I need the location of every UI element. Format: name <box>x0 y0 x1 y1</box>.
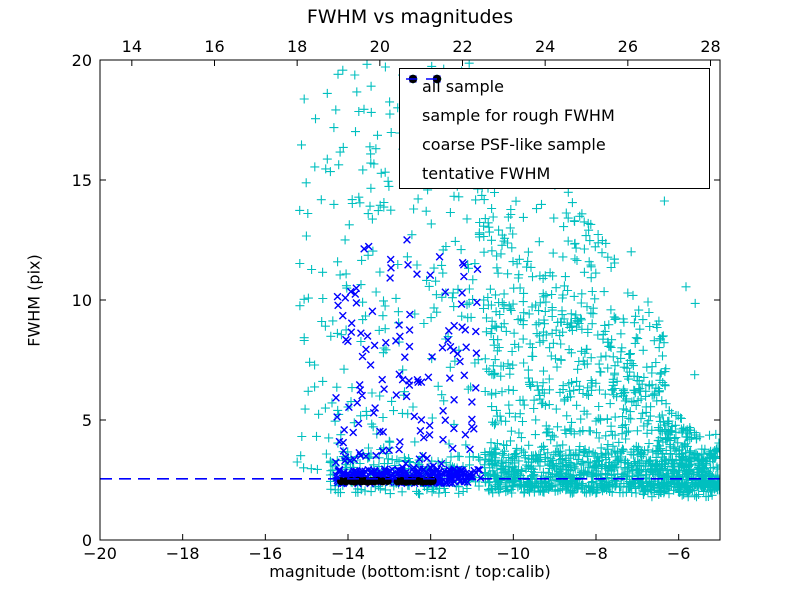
y-axis-label: FWHM (pix) <box>24 254 44 347</box>
legend-item-coarse-psf-sample: coarse PSF-like sample <box>400 74 709 159</box>
svg-text:−20: −20 <box>83 544 117 563</box>
legend-label: tentative FWHM <box>422 164 551 183</box>
svg-text:−18: −18 <box>166 544 200 563</box>
svg-text:5: 5 <box>82 411 92 430</box>
svg-text:20: 20 <box>370 37 390 56</box>
legend-label: all sample <box>422 77 504 96</box>
svg-text:−6: −6 <box>667 544 691 563</box>
svg-text:15: 15 <box>72 171 92 190</box>
legend-item-rough-fwhm-sample: sample for rough FWHM <box>400 75 709 130</box>
svg-text:10: 10 <box>72 291 92 310</box>
chart-title: FWHM vs magnitudes <box>306 6 514 28</box>
svg-text:24: 24 <box>535 37 555 56</box>
svg-text:16: 16 <box>204 37 224 56</box>
svg-text:14: 14 <box>122 37 142 56</box>
svg-text:0: 0 <box>82 531 92 550</box>
svg-text:20: 20 <box>72 51 92 70</box>
x-axis-label: magnitude (bottom:isnt / top:calib) <box>269 562 551 581</box>
svg-text:22: 22 <box>452 37 472 56</box>
svg-text:26: 26 <box>618 37 638 56</box>
svg-text:−16: −16 <box>248 544 282 563</box>
svg-text:−8: −8 <box>584 544 608 563</box>
dashed-line-icon <box>406 78 442 80</box>
legend-item-tentative-fwhm: tentative FWHM <box>400 78 709 188</box>
legend-label: sample for rough FWHM <box>422 106 615 125</box>
svg-text:−14: −14 <box>331 544 365 563</box>
legend: all sample sample for rough FWHM coarse … <box>399 68 710 189</box>
svg-text:18: 18 <box>287 37 307 56</box>
legend-label: coarse PSF-like sample <box>422 135 606 154</box>
svg-text:28: 28 <box>700 37 720 56</box>
svg-text:−12: −12 <box>414 544 448 563</box>
svg-text:−10: −10 <box>496 544 530 563</box>
